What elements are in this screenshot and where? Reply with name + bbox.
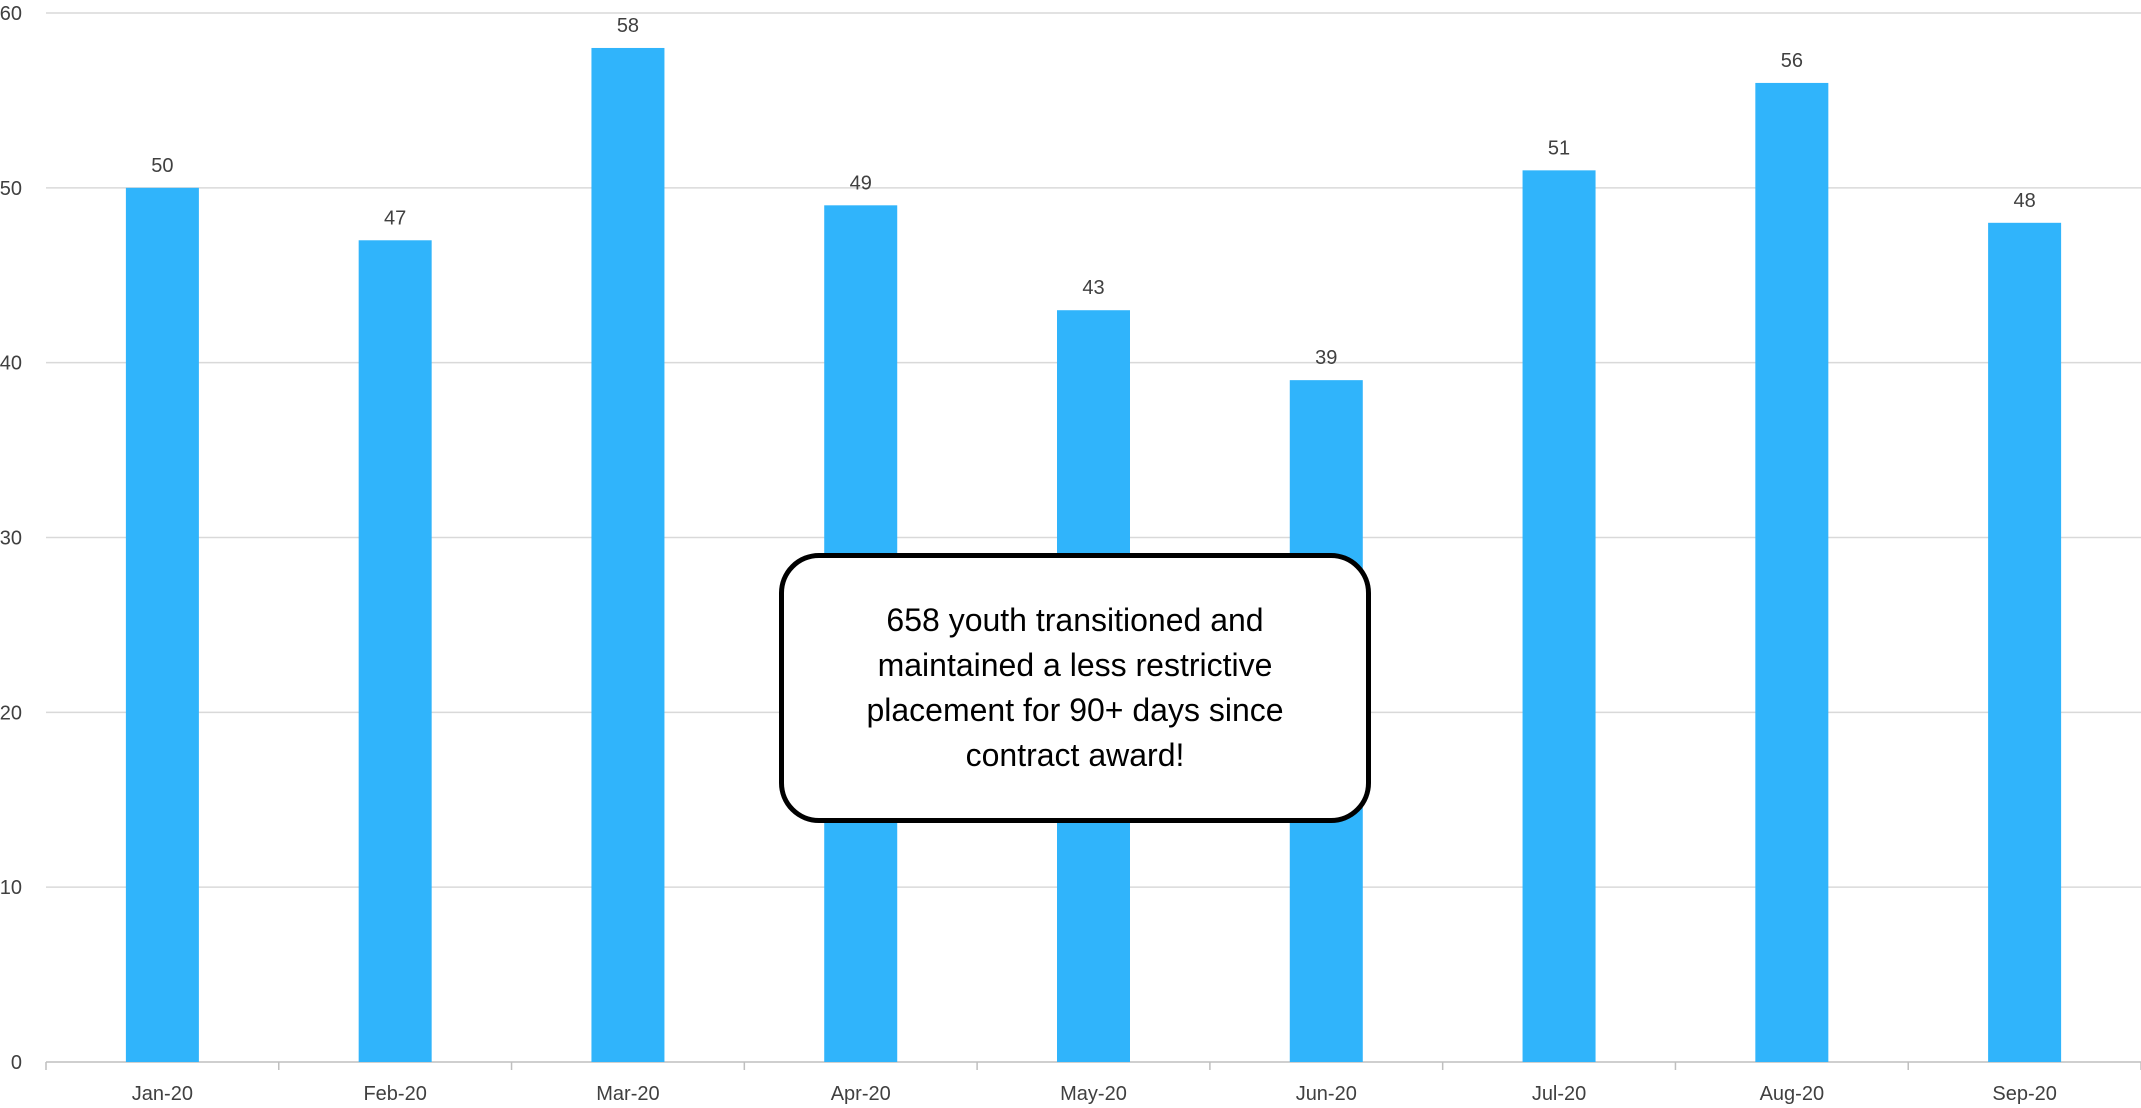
bar: [1988, 222, 2062, 1063]
callout-text: 658 youth transitioned and maintained a …: [866, 602, 1284, 773]
bar: [1755, 82, 1829, 1062]
x-tick-label: Jul-20: [1532, 1083, 1586, 1105]
y-tick-label: 20: [0, 702, 22, 724]
y-tick-label: 40: [0, 353, 22, 375]
bar: [125, 187, 199, 1063]
x-tick-label: Mar-20: [596, 1083, 659, 1105]
data-label: 51: [1548, 137, 1570, 159]
x-tick-label: Sep-20: [1992, 1083, 2057, 1105]
data-label: 56: [1781, 50, 1803, 72]
x-tick-label: Jan-20: [132, 1083, 193, 1105]
data-label: 58: [617, 15, 639, 37]
y-tick-label: 10: [0, 877, 22, 899]
data-label: 43: [1082, 277, 1104, 299]
x-tick-label: Apr-20: [831, 1083, 891, 1105]
data-label: 48: [2013, 190, 2035, 212]
x-tick-label: Feb-20: [363, 1083, 426, 1105]
x-tick-label: Jun-20: [1296, 1083, 1357, 1105]
y-tick-label: 30: [0, 528, 22, 550]
callout-box: 658 youth transitioned and maintained a …: [779, 553, 1371, 823]
bar: [1522, 170, 1596, 1063]
bar: [358, 240, 432, 1063]
x-tick-label: May-20: [1060, 1083, 1127, 1105]
bar: [591, 47, 665, 1062]
data-label: 47: [384, 207, 406, 229]
data-label: 49: [850, 172, 872, 194]
x-tick-label: Aug-20: [1760, 1083, 1825, 1105]
y-tick-label: 0: [11, 1052, 22, 1074]
data-label: 50: [151, 155, 173, 177]
data-label: 39: [1315, 347, 1337, 369]
y-tick-label: 50: [0, 178, 22, 200]
y-tick-label: 60: [0, 3, 22, 25]
